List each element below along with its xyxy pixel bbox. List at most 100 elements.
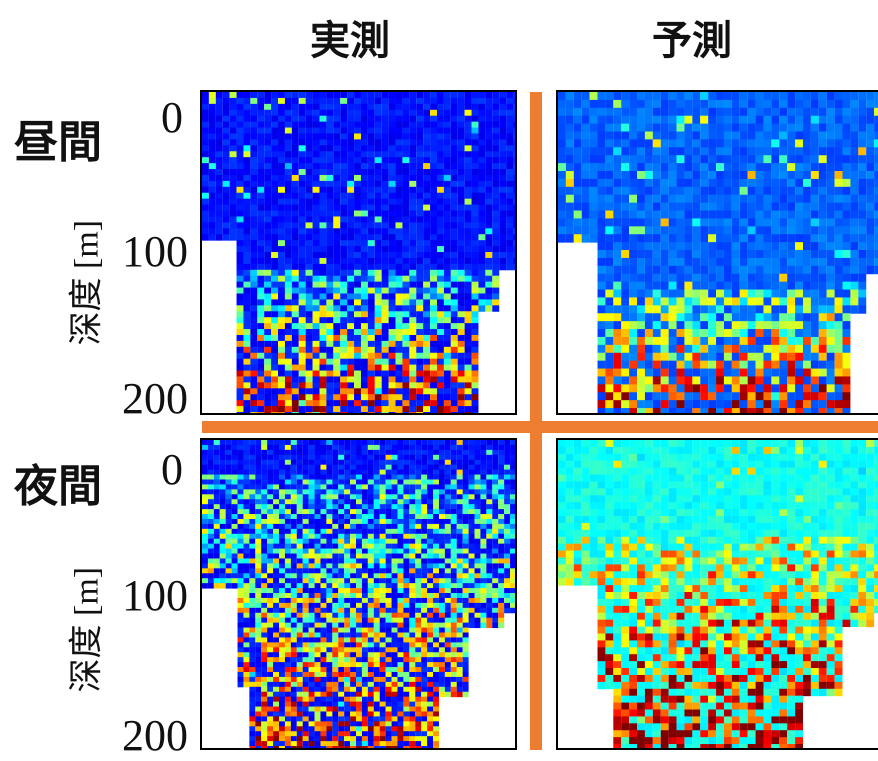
- heatmap-cell: [629, 147, 637, 155]
- heatmap-cell: [850, 147, 858, 155]
- heatmap-cell: [347, 157, 354, 163]
- heatmap-cell: [835, 345, 843, 353]
- heatmap-cell: [278, 199, 285, 205]
- heatmap-cell: [598, 400, 606, 408]
- heatmap-cell: [451, 365, 458, 371]
- heatmap-cell: [249, 618, 255, 623]
- heatmap-cell: [451, 133, 458, 139]
- heatmap-cell: [249, 504, 255, 509]
- heatmap-cell: [249, 499, 255, 504]
- heatmap-cell: [292, 205, 299, 211]
- heatmap-cell: [389, 181, 396, 187]
- heatmap-cell: [315, 628, 321, 633]
- heatmap-cell: [202, 187, 209, 193]
- heatmap-cell: [708, 329, 716, 337]
- heatmap-cell: [333, 353, 340, 359]
- heatmap-cell: [238, 484, 244, 489]
- heatmap-cell: [267, 647, 273, 652]
- heatmap-cell: [396, 276, 403, 282]
- heatmap-cell: [243, 394, 250, 400]
- heatmap-cell: [375, 228, 382, 234]
- heatmap-cell: [740, 376, 748, 384]
- heatmap-cell: [332, 514, 338, 519]
- heatmap-cell: [598, 274, 606, 282]
- heatmap-cell: [226, 504, 232, 509]
- heatmap-cell: [740, 337, 748, 345]
- heatmap-cell: [255, 726, 261, 731]
- heatmap-cell: [250, 412, 257, 413]
- heatmap-cell: [700, 108, 708, 116]
- heatmap-cell: [220, 519, 226, 524]
- heatmap-cell: [249, 539, 255, 544]
- heatmap-cell: [368, 293, 375, 299]
- heatmap-cell: [299, 104, 306, 110]
- heatmap-cell: [238, 652, 244, 657]
- heatmap-cell: [684, 361, 692, 369]
- heatmap-cell: [416, 323, 423, 329]
- heatmap-cell: [326, 677, 332, 682]
- heatmap-cell: [361, 406, 368, 412]
- heatmap-cell: [278, 282, 285, 288]
- heatmap-cell: [771, 147, 779, 155]
- heatmap-cell: [271, 157, 278, 163]
- heatmap-cell: [382, 359, 389, 365]
- heatmap-cell: [402, 276, 409, 282]
- heatmap-cell: [416, 128, 423, 134]
- heatmap-cell: [333, 116, 340, 122]
- heatmap-cell: [214, 519, 220, 524]
- heatmap-cell: [605, 353, 613, 361]
- heatmap-cell: [249, 603, 255, 608]
- heatmap-cell: [278, 365, 285, 371]
- heatmap-cell: [605, 321, 613, 329]
- heatmap-cell: [250, 104, 257, 110]
- heatmap-cell: [361, 211, 368, 217]
- heatmap-cell: [835, 187, 843, 195]
- heatmap-cell: [389, 394, 396, 400]
- heatmap-cell: [326, 122, 333, 128]
- heatmap-cell: [478, 187, 485, 193]
- heatmap-cell: [320, 687, 326, 692]
- heatmap-cell: [243, 122, 250, 128]
- heatmap-cell: [437, 412, 444, 413]
- heatmap-cell: [249, 672, 255, 677]
- heatmap-cell: [677, 313, 685, 321]
- heatmap-cell: [382, 406, 389, 412]
- heatmap-cell: [243, 222, 250, 228]
- heatmap-cell: [361, 163, 368, 169]
- heatmap-cell: [590, 132, 598, 140]
- heatmap-cell: [354, 133, 361, 139]
- heatmap-cell: [458, 145, 465, 151]
- heatmap-cell: [430, 205, 437, 211]
- heatmap-cell: [279, 628, 285, 633]
- heatmap-cell: [354, 382, 361, 388]
- heatmap-cell: [740, 132, 748, 140]
- heatmap-cell: [613, 313, 621, 321]
- heatmap-cell: [264, 317, 271, 323]
- heatmap-cell: [326, 603, 332, 608]
- heatmap-cell: [613, 384, 621, 392]
- heatmap-cell: [621, 392, 629, 400]
- heatmap-cell: [202, 509, 208, 514]
- heatmap-cell: [645, 290, 653, 298]
- heatmap-cell: [261, 637, 267, 642]
- heatmap-cell: [309, 623, 315, 628]
- heatmap-cell: [661, 274, 669, 282]
- heatmap-cell: [315, 716, 321, 721]
- heatmap-cell: [368, 335, 375, 341]
- heatmap-cell: [819, 203, 827, 211]
- heatmap-cell: [315, 484, 321, 489]
- heatmap-cell: [223, 163, 230, 169]
- heatmap-cell: [250, 288, 257, 294]
- heatmap-cell: [819, 282, 827, 290]
- heatmap-cell: [313, 104, 320, 110]
- heatmap-cell: [250, 353, 257, 359]
- heatmap-cell: [645, 187, 653, 195]
- heatmap-cell: [291, 519, 297, 524]
- heatmap-cell: [465, 175, 472, 181]
- heatmap-cell: [340, 128, 347, 134]
- heatmap-cell: [598, 282, 606, 290]
- heatmap-cell: [250, 246, 257, 252]
- heatmap-cell: [771, 250, 779, 258]
- heatmap-cell: [819, 211, 827, 219]
- heatmap-cell: [692, 100, 700, 108]
